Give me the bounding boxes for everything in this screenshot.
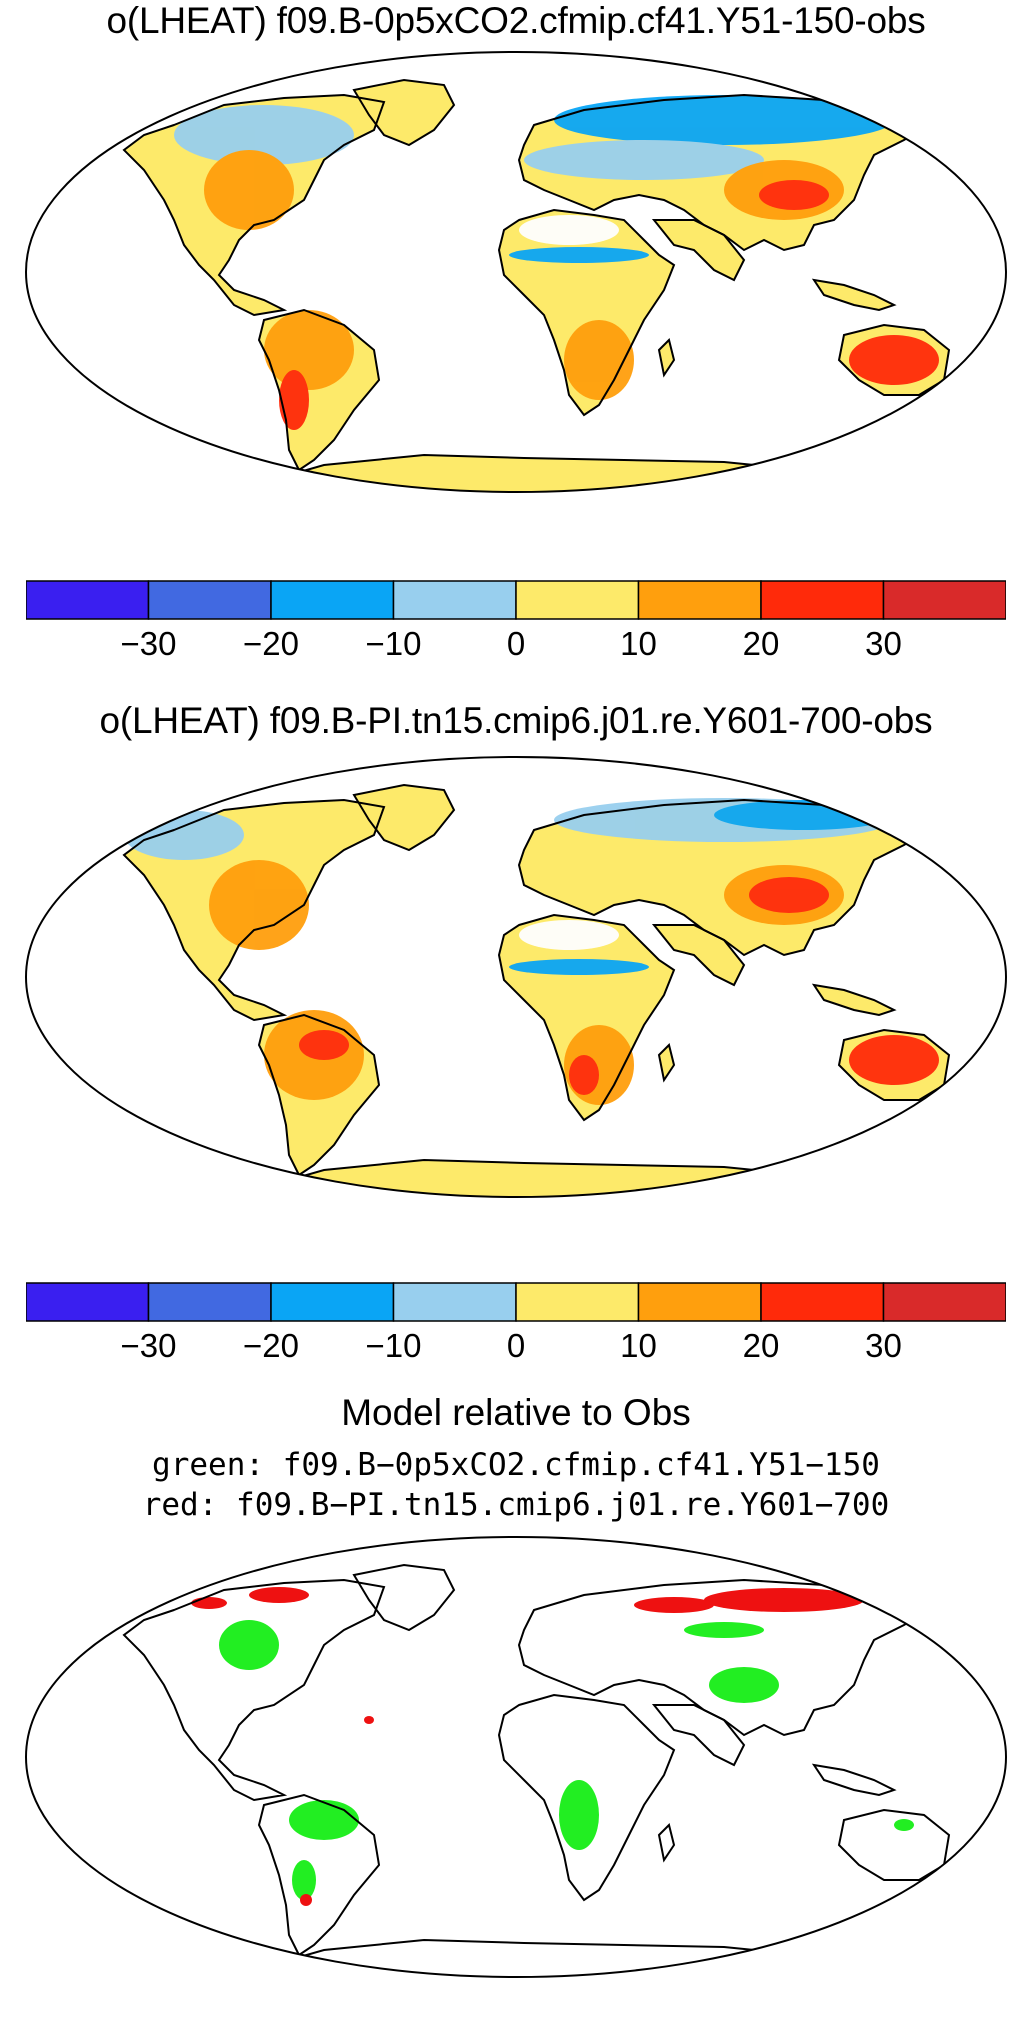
panel-2-title: o(LHEAT) f09.B-PI.tn15.cmip6.j01.re.Y601… [99, 700, 933, 741]
colorbar-swatch [760, 580, 885, 620]
patch [292, 1860, 316, 1900]
patch [364, 1716, 374, 1724]
colorbar-swatch [515, 580, 640, 620]
patch [174, 105, 354, 165]
colorbar-tick-label: 0 [506, 1327, 526, 1364]
patch [509, 247, 649, 263]
patch [279, 370, 309, 430]
comparison-red-patches [191, 1587, 864, 1906]
patch [704, 1588, 864, 1612]
patch [204, 150, 294, 230]
comparison-green-patches [219, 1620, 914, 1900]
patch [634, 1597, 714, 1613]
colorbar-swatch [882, 1282, 1006, 1322]
colorbar-swatch [392, 1282, 517, 1322]
comparison-globe-border [25, 1536, 1007, 1978]
colorbar-swatch [637, 1282, 762, 1322]
patch [209, 860, 309, 950]
colorbar-tick-label: −20 [243, 1327, 299, 1364]
colorbar-tick-label: 10 [620, 625, 657, 662]
patch [564, 320, 634, 400]
colorbar-tick-label: 10 [620, 1327, 657, 1364]
colorbar-swatch [26, 1282, 150, 1322]
patch [264, 310, 354, 390]
colorbar-swatch [147, 580, 272, 620]
comparison-title: Model relative to Obs [341, 1392, 691, 1433]
panel-2-colorbar [26, 1282, 1006, 1322]
colorbar-swatch [392, 580, 517, 620]
green-legend: green: f09.B−0p5xCO2.cfmip.cf41.Y51−150 [152, 1447, 880, 1483]
patch [849, 1035, 939, 1085]
colorbar-tick-label: −30 [120, 1327, 177, 1364]
colorbar-tick-label: 20 [742, 1327, 780, 1364]
panel-2-land-fill [124, 785, 949, 1197]
panel-1-anomaly-patches [174, 95, 939, 430]
panel-1-globe-border [25, 51, 1007, 493]
panel-1-map [25, 51, 1007, 493]
patch [191, 1597, 227, 1609]
patch [299, 1030, 349, 1060]
patch [249, 1587, 309, 1603]
colorbar-tick-label: −30 [120, 625, 177, 662]
patch [509, 959, 649, 975]
patch [554, 95, 894, 145]
colorbar-swatch [270, 580, 395, 620]
comparison-map [25, 1536, 1007, 1978]
patch [894, 1819, 914, 1831]
patch [569, 1055, 599, 1095]
patch [849, 335, 939, 385]
patch [300, 1894, 312, 1906]
patch [524, 140, 764, 180]
patch [519, 920, 619, 950]
panel-2-map [25, 756, 1007, 1198]
patch [289, 1800, 359, 1840]
colorbar-tick-label: 30 [865, 1327, 902, 1364]
colorbar-tick-label: −20 [243, 625, 299, 662]
colorbar-tick-label: −10 [365, 625, 422, 662]
patch [749, 877, 829, 913]
colorbar-swatch [270, 1282, 395, 1322]
colorbar-swatch [515, 1282, 640, 1322]
colorbar-swatch [882, 580, 1006, 620]
patch [759, 180, 829, 210]
panel-1-colorbar-labels: −30 −20 −10 0 10 20 30 [26, 625, 1006, 665]
panel-2-globe-border [25, 756, 1007, 1198]
colorbar-tick-label: −10 [365, 1327, 422, 1364]
patch [519, 215, 619, 245]
colorbar-tick-label: 0 [506, 625, 526, 662]
panel-1-title: o(LHEAT) f09.B-0p5xCO2.cfmip.cf41.Y51-15… [106, 0, 926, 41]
colorbar-tick-label: 30 [865, 625, 902, 662]
panel-1-colorbar [26, 580, 1006, 620]
colorbar-swatch [147, 1282, 272, 1322]
panel-2-colorbar-labels: −30 −20 −10 0 10 20 30 [26, 1327, 1006, 1367]
patch [709, 1667, 779, 1703]
red-legend: red: f09.B−PI.tn15.cmip6.j01.re.Y601−700 [142, 1487, 890, 1523]
colorbar-tick-label: 20 [742, 625, 780, 662]
patch [559, 1780, 599, 1850]
colorbar-swatch [760, 1282, 885, 1322]
patch [219, 1620, 279, 1670]
colorbar-swatch [637, 580, 762, 620]
colorbar-swatch [26, 580, 150, 620]
patch [684, 1622, 764, 1638]
